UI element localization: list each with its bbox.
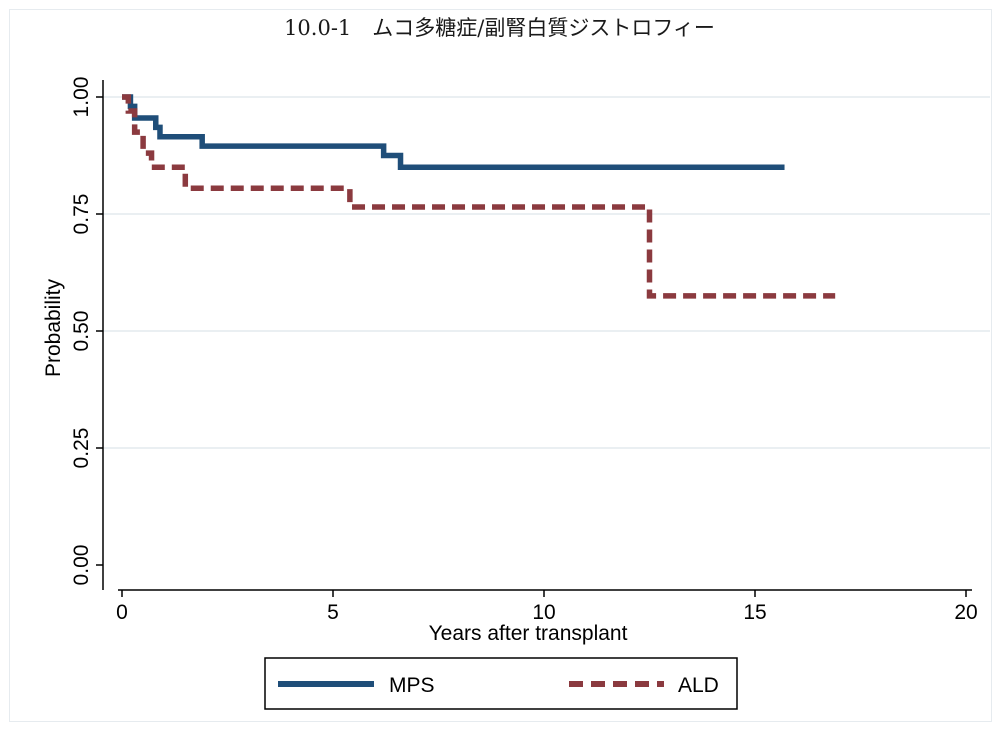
x-tick-label: 5 (327, 601, 339, 624)
x-axis-label: Years after transplant (429, 622, 628, 645)
y-ticks: 0.00 0.25 0.50 0.75 1.00 (70, 77, 103, 586)
x-tick-label: 15 (743, 601, 766, 624)
y-tick-label: 1.00 (70, 77, 93, 118)
x-tick-label: 10 (532, 601, 555, 624)
y-tick-label: 0.75 (70, 194, 93, 235)
series-lines (122, 94, 836, 299)
y-tick-label: 0.25 (70, 428, 93, 469)
series-mps-line (122, 94, 785, 170)
series-ald-line (122, 94, 836, 299)
axes (102, 80, 972, 591)
legend-mps-label: MPS (389, 674, 435, 697)
y-tick-label: 0.50 (70, 311, 93, 352)
x-tick-label: 20 (954, 601, 977, 624)
y-tick-label: 0.00 (70, 545, 93, 586)
legend-ald-label: ALD (678, 674, 719, 697)
y-axis-label: Probability (42, 278, 65, 377)
chart-frame (9, 9, 992, 722)
chart-title: 10.0-1 ムコ多糖症/副腎白質ジストロフィー (284, 16, 715, 40)
x-ticks: 0 5 10 15 20 (116, 590, 978, 624)
x-tick-label: 0 (116, 601, 128, 624)
legend: MPS ALD (264, 657, 738, 710)
grid-lines (103, 96, 990, 449)
